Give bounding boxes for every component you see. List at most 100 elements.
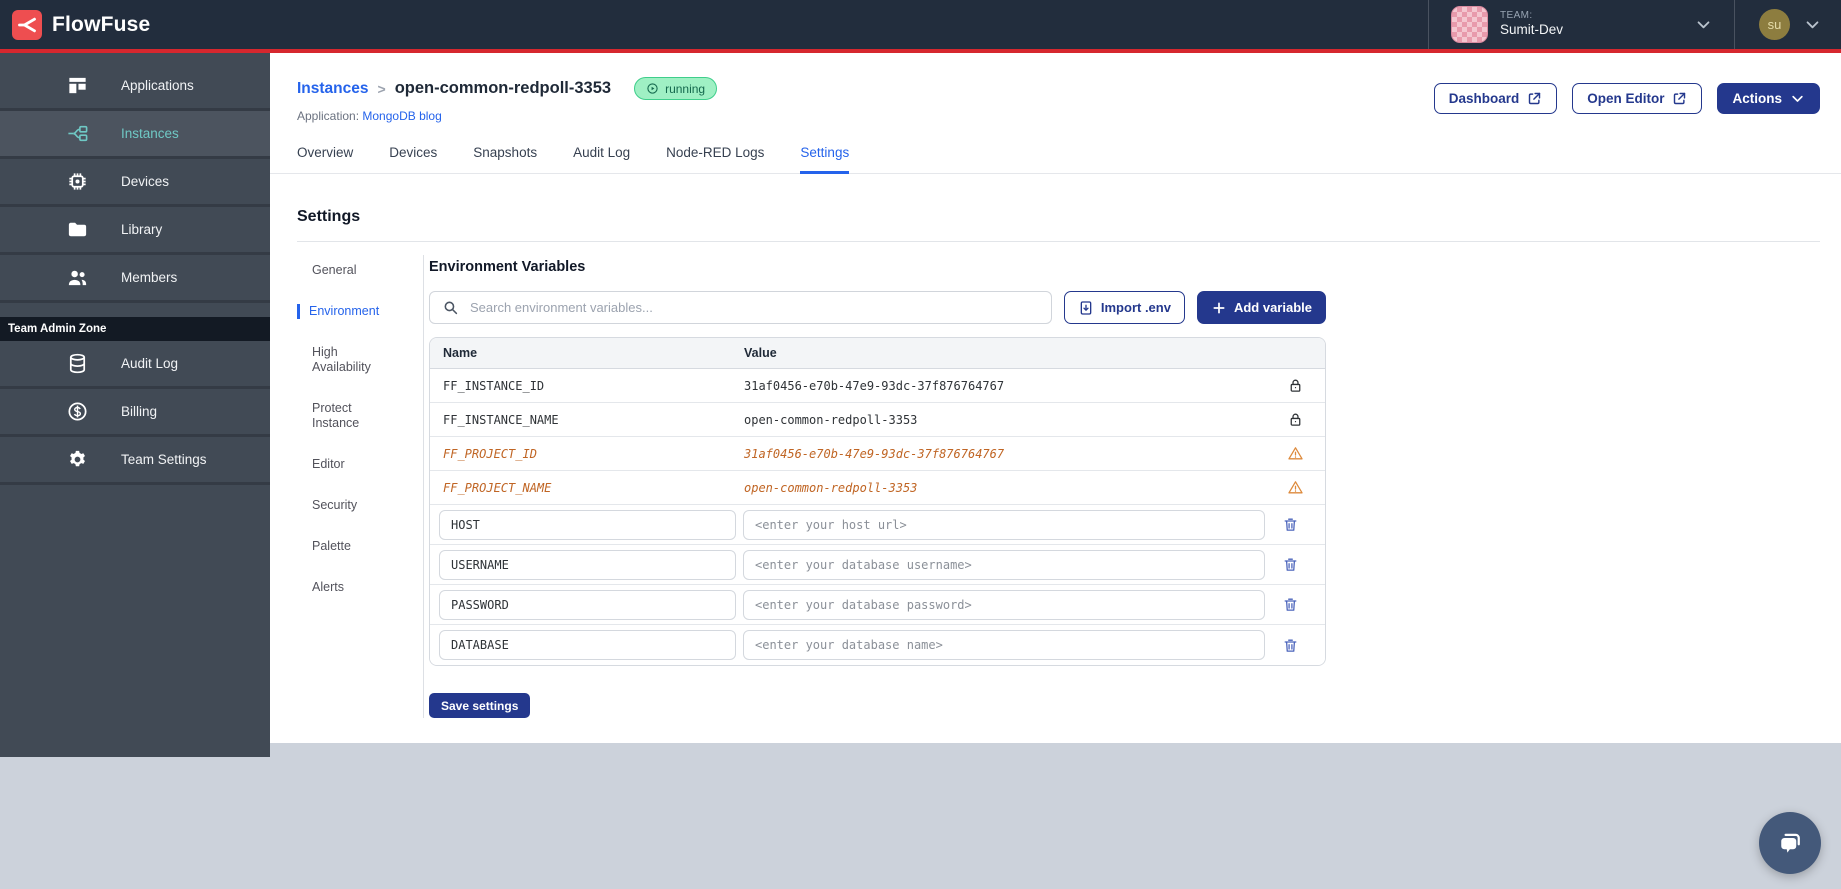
open-editor-button-label: Open Editor (1587, 91, 1665, 106)
delete-variable-button[interactable] (1276, 510, 1306, 540)
open-editor-button[interactable]: Open Editor (1572, 83, 1703, 114)
env-var-value: 31af0456-e70b-47e9-93dc-37f876764767 (744, 446, 1005, 461)
breadcrumb-instances-link[interactable]: Instances (297, 79, 369, 97)
save-settings-button[interactable]: Save settings (429, 693, 531, 718)
tab-snapshots[interactable]: Snapshots (473, 145, 538, 160)
applications-icon (66, 74, 89, 97)
import-env-button[interactable]: Import .env (1063, 291, 1185, 324)
env-var-value: open-common-redpoll-3353 (744, 412, 918, 427)
delete-variable-button[interactable] (1276, 630, 1306, 660)
search-input[interactable] (429, 291, 1052, 324)
environment-toolbar: Import .env Add variable (429, 291, 1326, 324)
sidebar-item-label: Devices (121, 174, 170, 189)
environment-panel: Environment Variables (429, 259, 1326, 718)
env-name-input[interactable] (439, 509, 736, 540)
application-link[interactable]: MongoDB blog (362, 109, 442, 123)
audit-log-icon (66, 352, 89, 375)
team-label: TEAM: (1499, 9, 1533, 21)
env-var-value: 31af0456-e70b-47e9-93dc-37f876764767 (744, 378, 1005, 393)
tab-overview[interactable]: Overview (297, 145, 354, 160)
instance-header-left: Instances > open-common-redpoll-3353 run… (297, 77, 718, 123)
actions-button[interactable]: Actions (1717, 83, 1820, 114)
env-name-input[interactable] (439, 630, 736, 660)
env-var-name: FF_INSTANCE_NAME (443, 412, 559, 427)
delete-variable-button[interactable] (1276, 590, 1306, 620)
environment-variables-table: Name Value FF_INSTANCE_ID 31af0456-e70b-… (429, 337, 1326, 666)
sidebar-item-instances[interactable]: Instances (0, 111, 270, 159)
play-circle-icon (647, 83, 658, 94)
env-var-row (430, 505, 1325, 545)
instances-icon (66, 122, 89, 145)
application-row: Application: MongoDB blog (297, 109, 717, 123)
tab-node-red-logs[interactable]: Node-RED Logs (666, 145, 765, 160)
user-avatar: su (1759, 9, 1790, 40)
sidebar-item-applications[interactable]: Applications (0, 63, 270, 111)
add-variable-button-label: Add variable (1233, 300, 1312, 315)
tab-settings[interactable]: Settings (800, 145, 850, 174)
table-body: FF_INSTANCE_ID 31af0456-e70b-47e9-93dc-3… (430, 369, 1325, 665)
env-name-input[interactable] (439, 549, 736, 580)
env-value-input[interactable] (743, 509, 1265, 540)
settings-nav-high-availability[interactable]: High Availability (312, 345, 371, 374)
env-var-row (430, 545, 1325, 585)
settings-nav-environment[interactable]: Environment (297, 304, 397, 319)
sidebar-item-team-settings[interactable]: Team Settings (0, 437, 270, 485)
team-name: Sumit-Dev (1499, 22, 1563, 38)
settings-body: General Environment High Availability Prote… (297, 255, 1820, 718)
settings-nav-palette[interactable]: Palette (312, 539, 351, 553)
chevron-down-icon (1695, 16, 1712, 33)
brand[interactable]: FlowFuse (12, 9, 151, 40)
sidebar-item-library[interactable]: Library (0, 207, 270, 255)
settings-nav-security[interactable]: Security (312, 498, 358, 512)
sidebar-item-devices[interactable]: Devices (0, 159, 270, 207)
settings-section: Settings General Environment High Availabi… (270, 174, 1841, 718)
chat-widget-button[interactable] (1759, 812, 1821, 874)
env-var-row: FF_PROJECT_NAME open-common-redpoll-3353 (430, 471, 1325, 505)
sidebar-item-members[interactable]: Members (0, 255, 270, 303)
navbar-divider (1734, 0, 1735, 49)
sidebar-item-audit-log[interactable]: Audit Log (0, 341, 270, 389)
instance-tabs: Overview Devices Snapshots Audit Log Node-RE… (270, 145, 1841, 174)
sidebar-item-label: Audit Log (121, 356, 179, 371)
tab-devices[interactable]: Devices (389, 145, 438, 160)
settings-title: Settings (297, 208, 361, 225)
env-var-name: FF_PROJECT_ID (443, 446, 537, 461)
add-variable-button[interactable]: Add variable (1196, 291, 1326, 324)
user-menu[interactable]: su (1735, 0, 1827, 49)
env-value-input[interactable] (743, 589, 1265, 620)
env-var-value: open-common-redpoll-3353 (744, 480, 918, 495)
navbar-right: TEAM: Sumit-Dev su (1427, 0, 1827, 49)
import-env-button-label: Import .env (1100, 300, 1171, 315)
accent-divider (0, 49, 1841, 53)
chevron-down-icon (1792, 95, 1803, 102)
table-header: Name Value (430, 338, 1325, 369)
env-name-input[interactable] (439, 589, 736, 620)
settings-nav-editor[interactable]: Editor (312, 457, 345, 471)
sidebar-item-billing[interactable]: Billing (0, 389, 270, 437)
warning-icon (1280, 473, 1310, 503)
billing-icon (66, 400, 89, 423)
sidebar: Applications Instances Devices Library M… (0, 53, 270, 757)
team-selector[interactable]: TEAM: Sumit-Dev (1429, 0, 1734, 49)
settings-nav-alerts[interactable]: Alerts (312, 580, 344, 594)
dashboard-button[interactable]: Dashboard (1433, 83, 1558, 114)
external-link-icon (1674, 92, 1686, 105)
chat-icon (1781, 833, 1800, 853)
env-value-input[interactable] (743, 630, 1265, 660)
env-var-row: FF_INSTANCE_NAME open-common-redpoll-335… (430, 403, 1325, 437)
settings-nav-protect-instance[interactable]: Protect Instance (312, 401, 360, 430)
env-value-input[interactable] (743, 549, 1265, 580)
env-var-name: FF_INSTANCE_ID (443, 378, 545, 393)
settings-nav: General Environment High Availability Prote… (297, 255, 424, 718)
lock-icon (1280, 405, 1310, 435)
sidebar-item-label: Team Settings (121, 452, 207, 467)
settings-nav-general[interactable]: General (312, 263, 357, 277)
env-var-row: FF_PROJECT_ID 31af0456-e70b-47e9-93dc-37… (430, 437, 1325, 471)
env-var-row: FF_INSTANCE_ID 31af0456-e70b-47e9-93dc-3… (430, 369, 1325, 403)
tab-audit-log[interactable]: Audit Log (573, 145, 631, 160)
status-badge-label: running (665, 81, 706, 96)
library-icon (66, 218, 89, 241)
brand-name: FlowFuse (52, 12, 151, 36)
delete-variable-button[interactable] (1276, 550, 1306, 580)
env-var-row (430, 585, 1325, 625)
